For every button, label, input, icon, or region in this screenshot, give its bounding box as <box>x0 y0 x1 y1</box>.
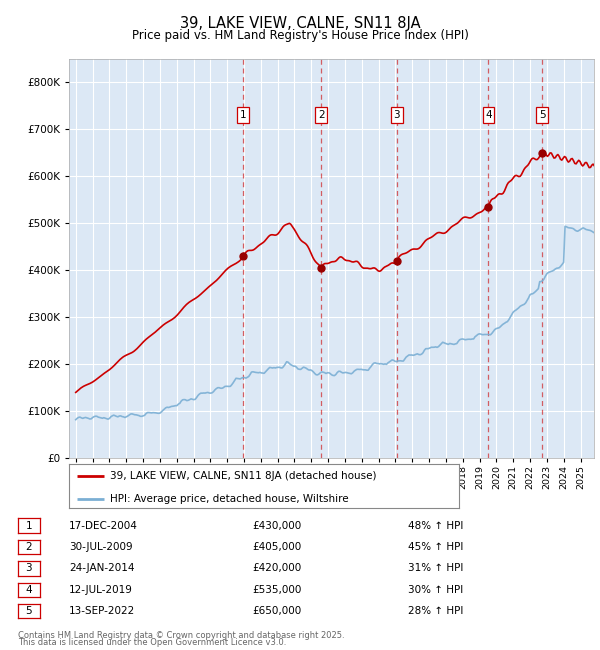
Text: HPI: Average price, detached house, Wiltshire: HPI: Average price, detached house, Wilt… <box>110 493 349 504</box>
Text: £650,000: £650,000 <box>252 606 301 616</box>
Text: 2: 2 <box>25 542 32 552</box>
Text: 30-JUL-2009: 30-JUL-2009 <box>69 542 133 552</box>
Text: 4: 4 <box>485 110 492 120</box>
Text: 13-SEP-2022: 13-SEP-2022 <box>69 606 135 616</box>
Text: 45% ↑ HPI: 45% ↑ HPI <box>408 542 463 552</box>
Text: 24-JAN-2014: 24-JAN-2014 <box>69 564 134 573</box>
Text: £420,000: £420,000 <box>252 564 301 573</box>
Text: £430,000: £430,000 <box>252 521 301 530</box>
Text: Price paid vs. HM Land Registry's House Price Index (HPI): Price paid vs. HM Land Registry's House … <box>131 29 469 42</box>
Text: 2: 2 <box>318 110 325 120</box>
Text: 5: 5 <box>539 110 545 120</box>
Text: 39, LAKE VIEW, CALNE, SN11 8JA (detached house): 39, LAKE VIEW, CALNE, SN11 8JA (detached… <box>110 471 376 482</box>
Text: 39, LAKE VIEW, CALNE, SN11 8JA: 39, LAKE VIEW, CALNE, SN11 8JA <box>179 16 421 31</box>
Text: This data is licensed under the Open Government Licence v3.0.: This data is licensed under the Open Gov… <box>18 638 286 647</box>
Text: 12-JUL-2019: 12-JUL-2019 <box>69 585 133 595</box>
Text: 28% ↑ HPI: 28% ↑ HPI <box>408 606 463 616</box>
Text: 1: 1 <box>240 110 247 120</box>
Text: £405,000: £405,000 <box>252 542 301 552</box>
Text: 17-DEC-2004: 17-DEC-2004 <box>69 521 138 530</box>
Text: 31% ↑ HPI: 31% ↑ HPI <box>408 564 463 573</box>
Text: 1: 1 <box>25 521 32 530</box>
Text: 3: 3 <box>25 564 32 573</box>
Text: Contains HM Land Registry data © Crown copyright and database right 2025.: Contains HM Land Registry data © Crown c… <box>18 630 344 640</box>
Text: 30% ↑ HPI: 30% ↑ HPI <box>408 585 463 595</box>
Text: 4: 4 <box>25 585 32 595</box>
Text: 48% ↑ HPI: 48% ↑ HPI <box>408 521 463 530</box>
Text: 3: 3 <box>394 110 400 120</box>
Text: £535,000: £535,000 <box>252 585 301 595</box>
Text: 5: 5 <box>25 606 32 616</box>
